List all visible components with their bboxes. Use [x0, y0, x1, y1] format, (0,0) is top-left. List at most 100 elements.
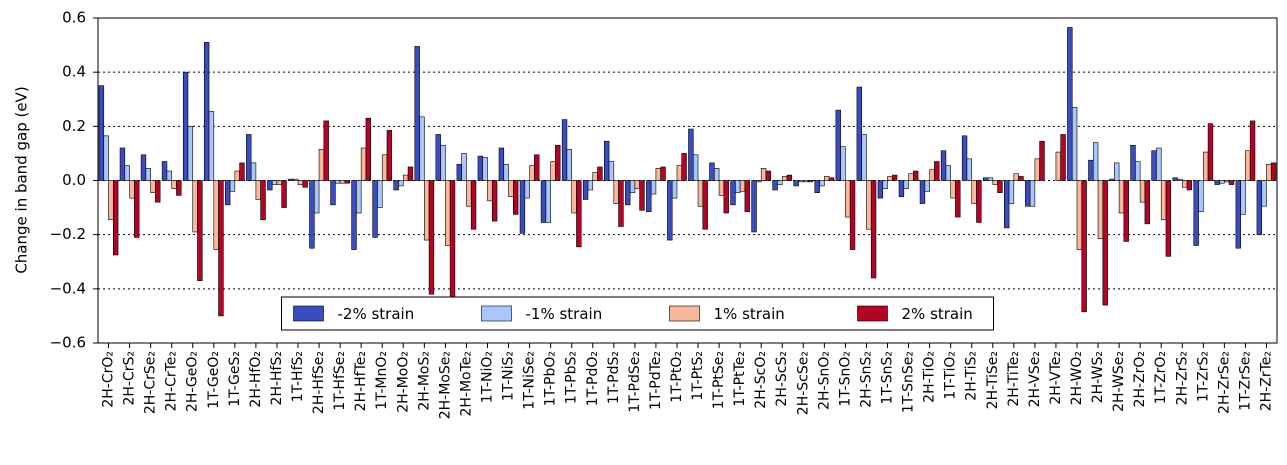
bar	[718, 180, 725, 196]
x-tick-label: 2H-TiSe₂	[985, 351, 1001, 409]
x-tick-label: 2H-ScSe₂	[795, 351, 811, 415]
bar	[255, 180, 261, 200]
bar	[1261, 180, 1267, 207]
bar	[1018, 176, 1024, 181]
bar	[845, 180, 851, 218]
bar	[561, 119, 568, 181]
bar	[849, 180, 856, 250]
bar	[1034, 158, 1040, 181]
x-tick-label: 1T-ZrS₂	[1195, 351, 1211, 402]
y-tick-label: −0.2	[50, 225, 86, 243]
bar	[1177, 178, 1183, 181]
bar	[955, 180, 961, 218]
plot-frame	[97, 17, 1278, 344]
bar	[424, 180, 430, 241]
bar	[182, 71, 189, 181]
bar	[840, 146, 846, 181]
bar	[781, 176, 788, 181]
legend-swatch	[293, 305, 324, 322]
y-tick-label: 0.0	[62, 171, 86, 189]
x-tick-label: 1T-GeO₂	[206, 351, 222, 409]
bar	[903, 180, 909, 189]
bar	[414, 46, 420, 181]
bar	[1081, 180, 1087, 313]
bar	[1039, 140, 1045, 181]
x-tick-label: 1T-PtS₂	[690, 351, 706, 401]
x-tick-label: 1T-PtSe₂	[711, 351, 727, 409]
bar	[323, 120, 329, 181]
bar	[992, 180, 998, 185]
bar	[398, 180, 404, 187]
bar	[419, 116, 425, 181]
bar	[267, 180, 273, 191]
x-tick-label: 1T-SnO₂	[837, 351, 853, 407]
bar	[435, 134, 441, 181]
bar	[365, 117, 371, 181]
bar	[108, 180, 114, 221]
x-tick-label: 1T-PdTe₂	[648, 351, 664, 410]
bar	[239, 162, 245, 181]
bar	[197, 180, 203, 282]
bar	[576, 180, 582, 248]
x-tick-label: 1T-PdS₂	[606, 351, 622, 404]
bar	[798, 180, 804, 183]
x-tick-label: 1T-SnSe₂	[901, 351, 917, 413]
bar	[524, 180, 530, 199]
bar	[608, 161, 615, 181]
bar	[898, 180, 905, 198]
bar	[866, 180, 872, 230]
bar	[692, 154, 699, 181]
bar	[487, 180, 493, 202]
bar	[503, 163, 509, 181]
bar	[246, 134, 252, 181]
x-tick-label: 2H-SnS₂	[858, 351, 874, 408]
y-tick-label: 0.6	[62, 9, 86, 27]
bar	[1219, 180, 1225, 184]
bar	[982, 177, 989, 181]
bar	[945, 165, 951, 181]
bar	[891, 174, 898, 181]
bar	[335, 180, 341, 184]
bar	[377, 180, 383, 208]
bar	[386, 130, 393, 181]
bar	[814, 180, 820, 193]
y-tick-label: −0.4	[50, 279, 86, 297]
x-tick-label: 2H-TiS₂	[964, 351, 980, 401]
bar	[372, 180, 378, 238]
bar	[1240, 180, 1246, 215]
bar	[176, 180, 182, 196]
bar	[529, 165, 535, 181]
bar	[428, 180, 435, 295]
x-tick-label: 2H-CrSe₂	[143, 351, 159, 414]
bar	[1186, 180, 1193, 191]
bar	[229, 180, 236, 192]
x-tick-label: 1T-ZrO₂	[1153, 351, 1169, 404]
x-tick-label: 2H-ScO₂	[753, 351, 769, 409]
bar	[534, 154, 540, 181]
bar	[1203, 151, 1209, 181]
x-tick-label: 2H-WO₂	[1069, 351, 1085, 405]
x-tick-label: 2H-WS₂	[1090, 351, 1106, 403]
bar	[250, 162, 257, 181]
bar	[482, 157, 488, 181]
bar	[1097, 180, 1104, 240]
bar	[1228, 180, 1235, 185]
bar	[470, 180, 477, 230]
x-tick-label: 1T-NiS₂	[501, 351, 517, 401]
bar	[276, 180, 283, 185]
bar	[213, 180, 219, 250]
bar	[1008, 180, 1015, 204]
bar	[445, 180, 451, 246]
bar	[103, 135, 109, 181]
bar	[566, 149, 573, 181]
bar	[555, 144, 561, 181]
bar	[1160, 180, 1167, 221]
bar	[793, 180, 799, 187]
bar	[166, 170, 172, 181]
bar	[688, 128, 694, 181]
bar	[491, 180, 498, 222]
bar	[313, 180, 320, 214]
x-tick-label: 2H-GeO₂	[185, 351, 201, 412]
bar	[882, 180, 888, 189]
